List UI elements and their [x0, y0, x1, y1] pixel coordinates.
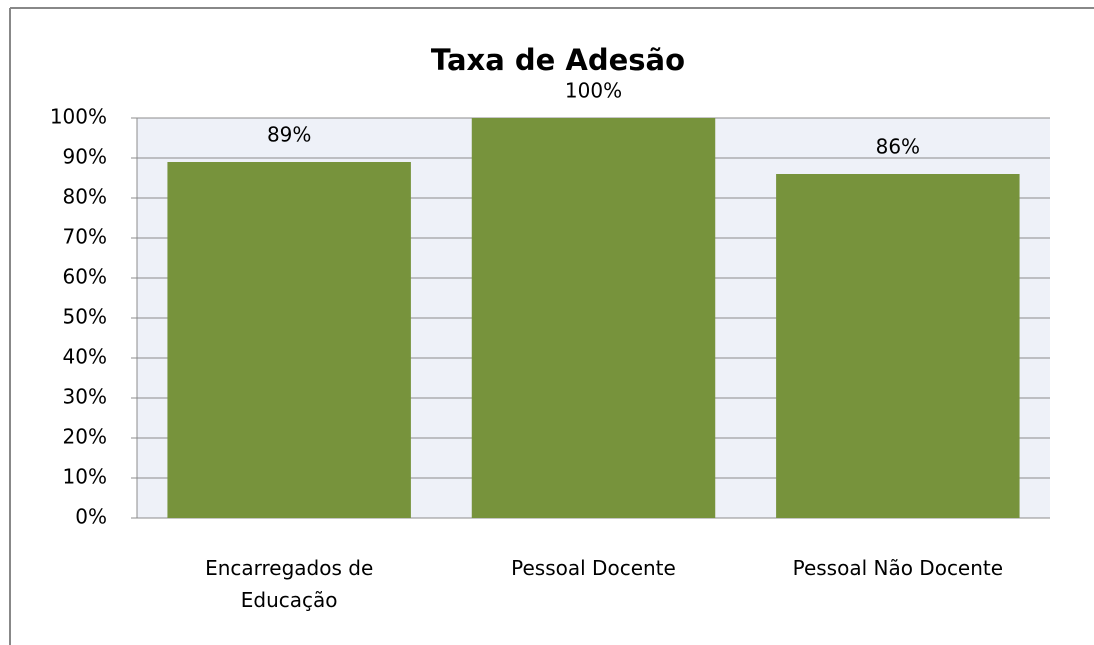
bar: [471, 118, 716, 518]
y-tick-label: 80%: [63, 185, 107, 209]
data-label: 100%: [565, 79, 622, 103]
x-tick-label: Encarregados de Educação: [205, 556, 374, 612]
bar: [167, 162, 411, 518]
y-tick-label: 70%: [63, 225, 107, 249]
bar: [776, 174, 1020, 518]
x-tick-label: Pessoal Docente: [511, 556, 676, 580]
data-label: 86%: [876, 135, 920, 159]
y-tick-label: 60%: [63, 265, 107, 289]
y-tick-label: 30%: [63, 385, 107, 409]
y-tick-label: 100%: [50, 105, 107, 129]
x-tick-label: Pessoal Não Docente: [792, 556, 1004, 580]
data-label: 89%: [267, 123, 311, 147]
y-tick-label: 20%: [63, 425, 107, 449]
y-tick-label: 40%: [63, 345, 107, 369]
chart-title: Taxa de Adesão: [431, 43, 685, 77]
y-tick-label: 10%: [63, 465, 107, 489]
y-tick-label: 0%: [75, 505, 107, 529]
y-tick-label: 90%: [63, 145, 107, 169]
y-tick-label: 50%: [63, 305, 107, 329]
